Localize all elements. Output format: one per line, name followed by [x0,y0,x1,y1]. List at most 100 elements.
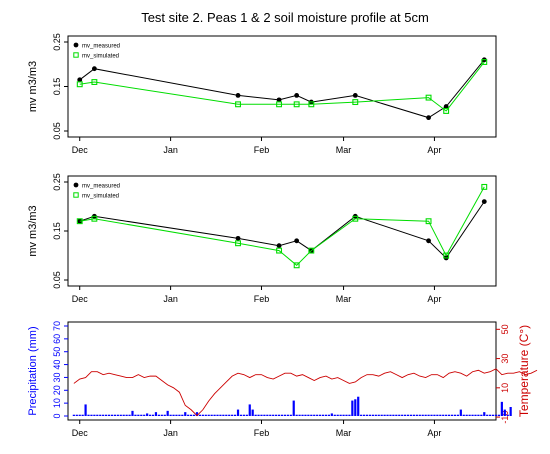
precip-bar [148,414,152,416]
precip-bar [371,414,374,416]
precip-bar [365,414,369,416]
precip-bar [436,414,439,416]
x-tick-label: Mar [336,145,352,155]
precip-bar [105,414,108,416]
x-tick-label: Dec [72,428,89,438]
precip-bar [96,414,99,416]
y-tick-label: 0.15 [52,222,62,240]
precip-bar [233,414,237,416]
precip-bar [468,414,471,416]
legend-marker-simulated [73,52,79,58]
precip-bar [172,414,175,416]
precip-bar [321,414,325,416]
y-axis-label: mv m3/m3 [27,205,39,256]
precip-bar [286,414,289,416]
precip-bar [509,407,512,416]
precip-bar [251,409,254,416]
precip-bar [398,414,401,416]
precip-bar [198,414,202,416]
plot-frame [67,321,497,421]
precip-bar [450,414,454,416]
precip-bar [362,414,366,416]
precip-bar [163,414,166,416]
data-point-simulated [76,81,83,88]
precip-bar [231,414,234,416]
x-tick-label: Jan [163,294,178,304]
precip-bar [465,414,468,416]
precip-bar [280,414,284,416]
precip-bar [222,414,225,416]
panel-middle-soil-moisture: Dec Jan Feb Mar Apr 0.05 0.15 0.25 mv m3/m3 mv_me… [27,173,497,304]
precip-bar [439,414,442,416]
precip-bar [301,414,304,416]
y-tick-label: 40 [52,360,62,370]
temperature-line [73,368,538,417]
precip-bar [354,399,357,416]
x-tick-label: Jan [163,428,178,438]
precip-bar [207,414,210,416]
precip-bar [421,414,424,416]
precip-bar [213,414,216,416]
precip-bar [157,414,160,416]
data-point-measured [77,218,83,224]
y2-axis-label: Temperature (C°) [517,325,531,417]
plot-frame [67,35,497,138]
precip-bar [99,414,102,416]
precip-bar [90,414,93,416]
precip-bar [445,414,448,416]
data-point-simulated [425,94,432,101]
x-tick-label: Apr [427,294,441,304]
legend-marker-measured [73,182,79,188]
precip-bar [395,414,398,416]
precip-bar [474,414,477,416]
precip-bar [81,414,84,416]
series-line-measured [79,59,485,119]
precip-bar [275,414,278,416]
precip-bar [175,414,178,416]
precip-bar [430,414,433,416]
precip-bar [471,414,474,416]
data-point-simulated [308,101,315,108]
y-tick-label: 20 [52,385,62,395]
data-point-simulated [352,99,359,106]
precip-bar [406,414,410,416]
data-point-simulated [76,218,83,225]
precip-bar [307,414,310,416]
y-tick-label: 0 [52,413,62,418]
data-point-simulated [308,247,315,254]
precip-bar [131,410,134,416]
precip-bar [412,414,416,416]
data-point-simulated [443,252,450,259]
precip-bar [116,414,119,416]
precip-bar [122,414,125,416]
precip-bar [339,414,342,416]
precip-bar [75,414,78,416]
precip-bar [404,414,407,416]
precip-bar [401,414,404,416]
data-point-measured [443,104,449,109]
data-point-measured [481,199,487,205]
chart-title: Test site 2. Peas 1 & 2 soil moisture pr… [141,10,429,25]
y-tick-label: 0.25 [52,33,62,51]
plot-frame [67,175,497,287]
precip-bar [228,414,231,416]
series-line-simulated [79,61,485,112]
precip-bar [225,414,228,416]
precip-bar [140,414,143,416]
precip-bar [160,414,163,416]
y-tick-label: 60 [52,334,62,344]
data-point-measured [235,93,241,98]
precip-bar [219,414,222,416]
precip-bar [480,414,483,416]
precip-bar [427,414,430,416]
precip-bar [506,414,509,416]
precip-bar [351,400,354,416]
precip-bar [494,414,498,416]
precip-bar [392,414,395,416]
y2-tick-label: 10 [500,383,510,393]
precip-bar [190,414,193,416]
precip-bar [477,414,480,416]
data-point-simulated [235,101,241,108]
precip-bar [216,414,219,416]
